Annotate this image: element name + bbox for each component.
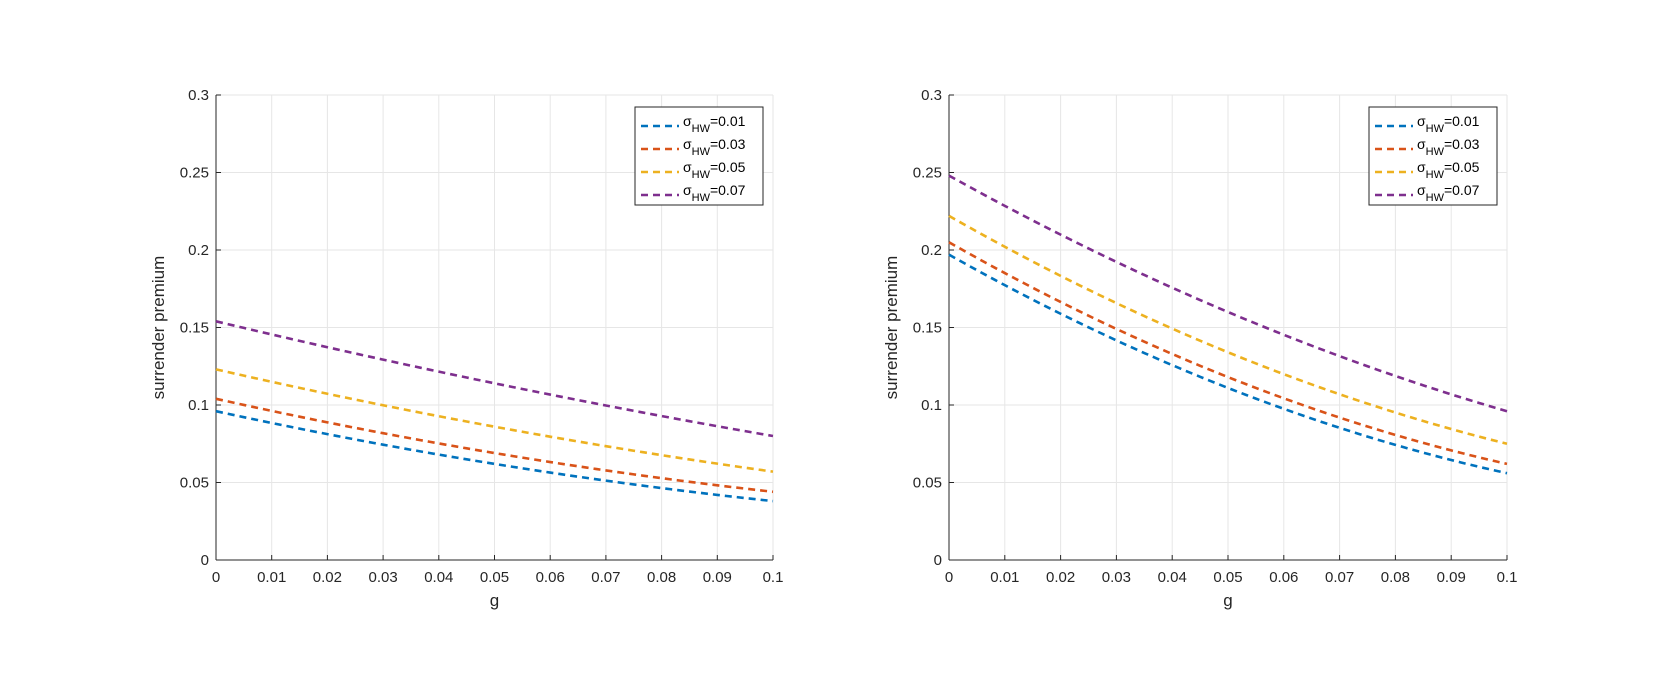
x-tick-label: 0.04 <box>424 569 453 586</box>
chart-left: 0 0.01 0.02 0.03 0.04 0.05 0.06 0.07 0.08 0.09 0.1… <box>149 87 783 610</box>
legend-symbol: σ <box>683 159 692 175</box>
x-tick-label: 0.08 <box>647 569 676 586</box>
legend-entry-4: σHW=0.07 <box>683 182 746 204</box>
x-axis-label: g <box>490 591 499 610</box>
y-tick-label: 0.3 <box>188 87 209 104</box>
legend-subscript: HW <box>692 146 711 158</box>
x-tick-label: 0.04 <box>1158 569 1187 586</box>
legend-value: =0.01 <box>1444 113 1480 129</box>
y-tick-label: 0.15 <box>913 320 942 337</box>
series-line-2 <box>215 397 774 494</box>
y-axis-label: surrender premium <box>149 256 168 400</box>
y-axis-label: surrender premium <box>882 256 901 400</box>
legend-subscript: HW <box>692 123 711 135</box>
legend-entry-3: σHW=0.05 <box>683 159 746 181</box>
x-tick-label: 0.03 <box>1102 569 1131 586</box>
legend-symbol: σ <box>1417 182 1426 198</box>
legend-box <box>1368 106 1498 206</box>
legend-value: =0.07 <box>710 182 746 198</box>
series-line-3 <box>215 368 774 473</box>
chart-right: 0 0.01 0.02 0.03 0.04 0.05 0.06 0.07 0.08 0.09 0.1… <box>882 87 1517 610</box>
x-tick-label: 0.09 <box>1437 569 1466 586</box>
legend-subscript: HW <box>1426 192 1445 204</box>
legend-symbol: σ <box>683 113 692 129</box>
x-tick-label: 0.01 <box>257 569 286 586</box>
series-line-4 <box>948 174 1508 413</box>
legend-subscript: HW <box>1426 123 1445 135</box>
legend-entry-1: σHW=0.01 <box>1417 113 1480 135</box>
y-tick-label: 0.15 <box>180 320 209 337</box>
legend-symbol: σ <box>1417 136 1426 152</box>
series-line-4 <box>215 320 774 438</box>
legend-subscript: HW <box>692 192 711 204</box>
series-line-1 <box>948 253 1508 475</box>
legend-entry-2: σHW=0.03 <box>1417 136 1480 158</box>
y-tick-label: 0.1 <box>921 397 942 414</box>
legend-entry-3: σHW=0.05 <box>1417 159 1480 181</box>
legend-value: =0.03 <box>710 136 746 152</box>
legend-subscript: HW <box>1426 169 1445 181</box>
x-tick-label: 0.03 <box>368 569 397 586</box>
series-line-1 <box>215 409 774 503</box>
x-tick-label: 0.05 <box>1213 569 1242 586</box>
x-tick-label: 0.07 <box>1325 569 1354 586</box>
y-tick-label: 0.3 <box>921 87 942 104</box>
y-tick-label: 0.1 <box>188 397 209 414</box>
x-tick-label: 0.09 <box>703 569 732 586</box>
x-tick-label: 0.1 <box>1497 569 1518 586</box>
series-line-3 <box>948 214 1508 446</box>
legend-value: =0.05 <box>710 159 746 175</box>
legend-entry-1: σHW=0.01 <box>683 113 746 135</box>
legend-box <box>634 106 764 206</box>
x-tick-label: 0.1 <box>763 569 784 586</box>
y-tick-label: 0.25 <box>913 165 942 182</box>
legend-symbol: σ <box>1417 159 1426 175</box>
y-tick-label: 0 <box>934 552 942 569</box>
legend-value: =0.05 <box>1444 159 1480 175</box>
x-axis-label: g <box>1223 591 1232 610</box>
series-line-2 <box>948 241 1508 466</box>
y-tick-label: 0.05 <box>913 475 942 492</box>
legend-entry-4: σHW=0.07 <box>1417 182 1480 204</box>
x-tick-label: 0 <box>945 569 953 586</box>
y-tick-label: 0.05 <box>180 475 209 492</box>
legend-subscript: HW <box>1426 146 1445 158</box>
y-tick-label: 0.2 <box>188 242 209 259</box>
legend-entry-2: σHW=0.03 <box>683 136 746 158</box>
y-tick-label: 0.2 <box>921 242 942 259</box>
x-tick-label: 0.06 <box>1269 569 1298 586</box>
x-tick-label: 0.05 <box>480 569 509 586</box>
legend-value: =0.01 <box>710 113 746 129</box>
legend-subscript: HW <box>692 169 711 181</box>
x-tick-label: 0 <box>212 569 220 586</box>
legend-symbol: σ <box>683 182 692 198</box>
y-tick-label: 0.25 <box>180 165 209 182</box>
x-tick-label: 0.07 <box>591 569 620 586</box>
x-tick-label: 0.08 <box>1381 569 1410 586</box>
legend-symbol: σ <box>1417 113 1426 129</box>
x-tick-label: 0.02 <box>1046 569 1075 586</box>
x-tick-label: 0.02 <box>313 569 342 586</box>
legend-value: =0.03 <box>1444 136 1480 152</box>
y-tick-label: 0 <box>201 552 209 569</box>
x-tick-label: 0.01 <box>990 569 1019 586</box>
x-tick-label: 0.06 <box>536 569 565 586</box>
legend-symbol: σ <box>683 136 692 152</box>
legend-value: =0.07 <box>1444 182 1480 198</box>
